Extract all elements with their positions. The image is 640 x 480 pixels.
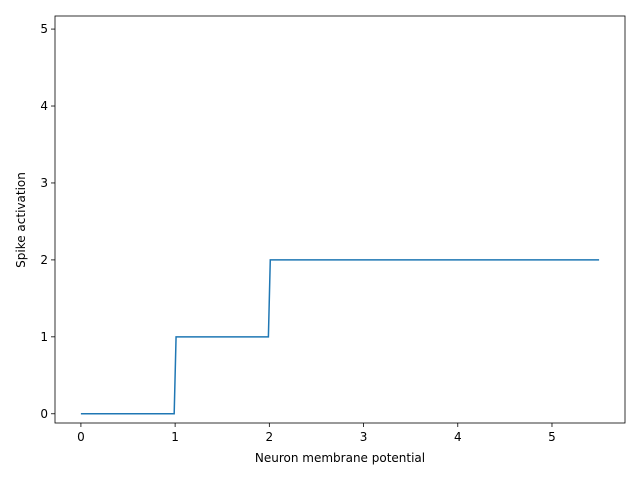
y-tick-label: 2 bbox=[40, 253, 48, 267]
x-tick-label: 4 bbox=[454, 430, 462, 444]
x-tick-label: 2 bbox=[266, 430, 274, 444]
y-tick-label: 5 bbox=[40, 22, 48, 36]
y-axis-label: Spike activation bbox=[14, 172, 28, 268]
y-tick-label: 4 bbox=[40, 99, 48, 113]
axes-frame bbox=[54, 15, 626, 424]
x-tick-label: 3 bbox=[360, 430, 368, 444]
x-axis-label: Neuron membrane potential bbox=[255, 451, 425, 465]
x-tick-label: 5 bbox=[548, 430, 556, 444]
y-tick-label: 1 bbox=[40, 330, 48, 344]
y-tick-label: 3 bbox=[40, 176, 48, 190]
x-tick-label: 0 bbox=[77, 430, 85, 444]
y-tick-label: 0 bbox=[40, 407, 48, 421]
x-tick-label: 1 bbox=[171, 430, 179, 444]
line-series bbox=[80, 259, 600, 415]
